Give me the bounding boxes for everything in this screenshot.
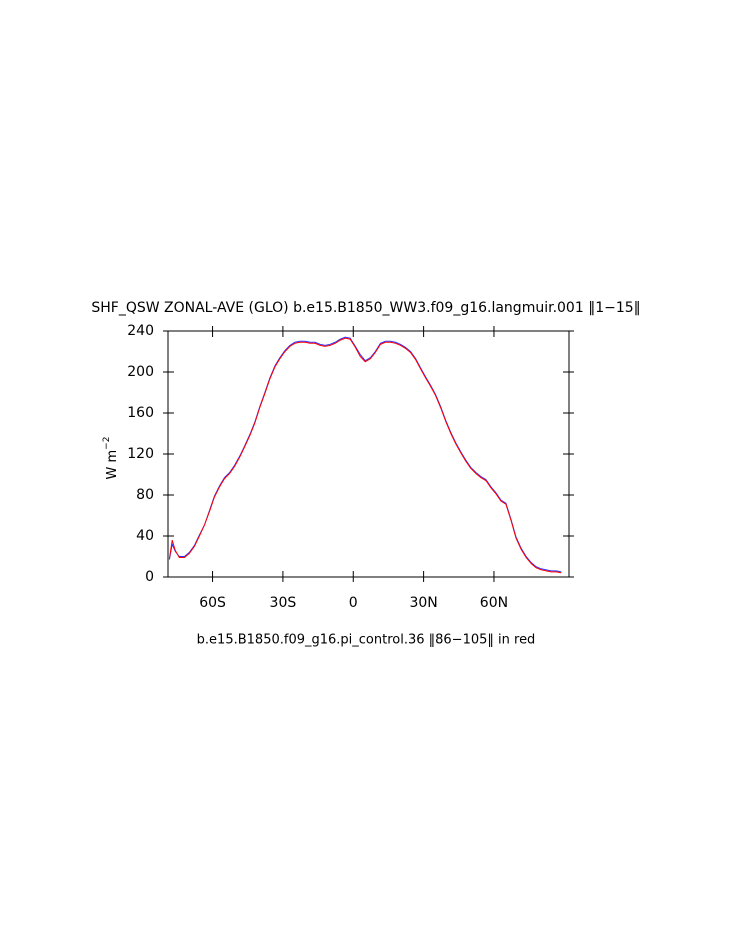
x-tick-label: 60N	[480, 595, 508, 611]
x-tick-label: 0	[349, 595, 358, 611]
y-tick-label: 120	[127, 446, 154, 462]
series-line	[168, 336, 562, 573]
y-axis-label-exponent: −2	[102, 437, 112, 450]
y-tick-label: 200	[127, 364, 154, 380]
y-tick-label: 40	[136, 528, 154, 544]
plot-frame	[167, 330, 570, 578]
chart-title: SHF_QSW ZONAL-AVE (GLO) b.e15.B1850_WW3.…	[91, 300, 640, 316]
y-axis-label: W m−2	[102, 437, 120, 480]
series-line	[168, 337, 562, 574]
chart-subtitle: b.e15.B1850.f09_g16.pi_control.36 ‖86−10…	[197, 633, 536, 648]
x-tick-label: 30N	[409, 595, 437, 611]
y-tick-label: 240	[127, 323, 154, 339]
y-tick-label: 80	[136, 487, 154, 503]
y-tick-label: 160	[127, 405, 154, 421]
y-axis-label-text: W m	[105, 450, 120, 480]
x-tick-label: 30S	[270, 595, 297, 611]
x-tick-label: 60S	[199, 595, 226, 611]
y-tick-label: 0	[145, 569, 154, 585]
